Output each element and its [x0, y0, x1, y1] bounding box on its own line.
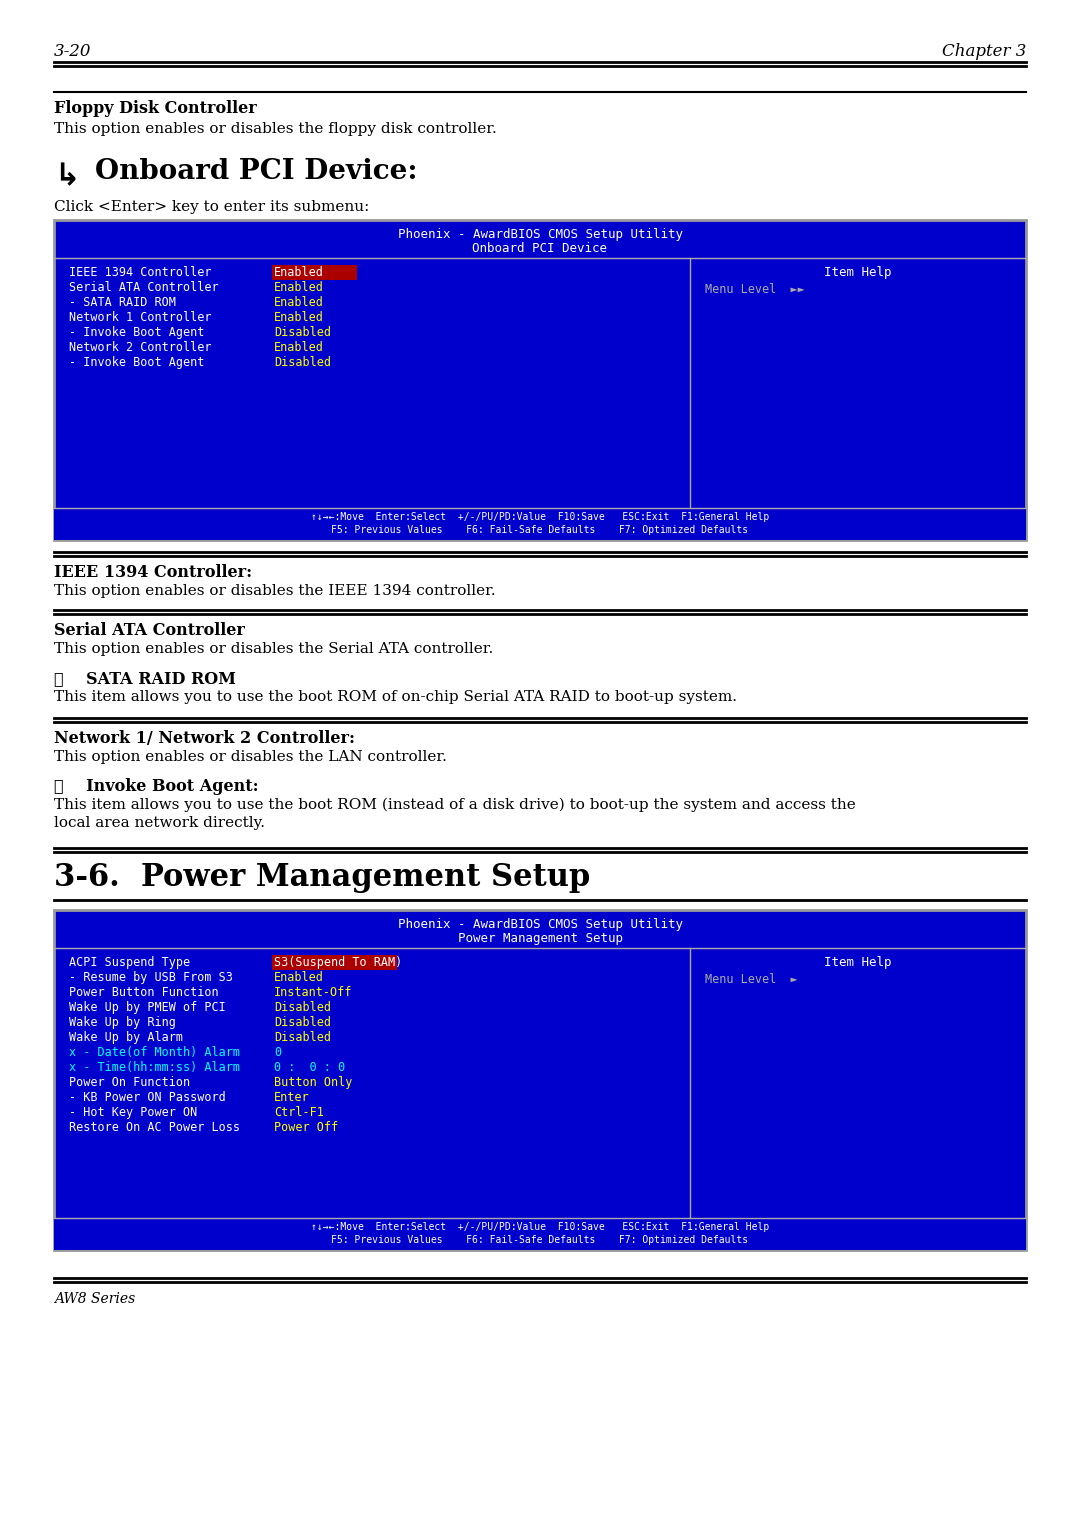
Text: This option enables or disables the floppy disk controller.: This option enables or disables the flop… [54, 122, 497, 136]
Text: ✱    SATA RAID ROM: ✱ SATA RAID ROM [54, 670, 235, 687]
Text: - SATA RAID ROM: - SATA RAID ROM [69, 297, 176, 309]
Text: Disabled: Disabled [274, 356, 330, 368]
FancyBboxPatch shape [54, 220, 1026, 540]
Text: ACPI Suspend Type: ACPI Suspend Type [69, 956, 190, 969]
Text: Onboard PCI Device:: Onboard PCI Device: [95, 157, 418, 185]
Text: ↑↓→←:Move  Enter:Select  +/-/PU/PD:Value  F10:Save   ESC:Exit  F1:General Help: ↑↓→←:Move Enter:Select +/-/PU/PD:Value F… [311, 512, 769, 521]
Text: ✱    Invoke Boot Agent:: ✱ Invoke Boot Agent: [54, 778, 258, 795]
Text: F5: Previous Values    F6: Fail-Safe Defaults    F7: Optimized Defaults: F5: Previous Values F6: Fail-Safe Defaul… [332, 524, 748, 535]
Text: Enabled: Enabled [274, 281, 324, 294]
Text: Disabled: Disabled [274, 1001, 330, 1014]
Text: 3-20: 3-20 [54, 43, 92, 60]
Text: Phoenix - AwardBIOS CMOS Setup Utility: Phoenix - AwardBIOS CMOS Setup Utility [397, 917, 683, 931]
Text: Power Button Function: Power Button Function [69, 986, 218, 998]
Text: ↳: ↳ [54, 162, 80, 191]
Text: Wake Up by Alarm: Wake Up by Alarm [69, 1031, 183, 1044]
Text: Power On Function: Power On Function [69, 1076, 190, 1089]
Text: Phoenix - AwardBIOS CMOS Setup Utility: Phoenix - AwardBIOS CMOS Setup Utility [397, 228, 683, 242]
Text: This option enables or disables the LAN controller.: This option enables or disables the LAN … [54, 751, 447, 764]
Text: Serial ATA Controller: Serial ATA Controller [69, 281, 218, 294]
Text: Onboard PCI Device: Onboard PCI Device [473, 242, 607, 255]
FancyBboxPatch shape [272, 956, 397, 969]
Text: ↑↓→←:Move  Enter:Select  +/-/PU/PD:Value  F10:Save   ESC:Exit  F1:General Help: ↑↓→←:Move Enter:Select +/-/PU/PD:Value F… [311, 1222, 769, 1232]
Text: Enabled: Enabled [274, 341, 324, 355]
Text: Enter: Enter [274, 1092, 310, 1104]
Text: - Invoke Boot Agent: - Invoke Boot Agent [69, 356, 204, 368]
Text: Menu Level  ►: Menu Level ► [705, 972, 798, 986]
Text: Network 1/ Network 2 Controller:: Network 1/ Network 2 Controller: [54, 729, 355, 748]
Text: Wake Up by PMEW of PCI: Wake Up by PMEW of PCI [69, 1001, 226, 1014]
Text: F5: Previous Values    F6: Fail-Safe Defaults    F7: Optimized Defaults: F5: Previous Values F6: Fail-Safe Defaul… [332, 1235, 748, 1245]
Text: Click <Enter> key to enter its submenu:: Click <Enter> key to enter its submenu: [54, 200, 369, 214]
Text: Enabled: Enabled [274, 266, 324, 278]
Text: Disabled: Disabled [274, 326, 330, 339]
Text: Enabled: Enabled [274, 310, 324, 324]
Text: 3-6.  Power Management Setup: 3-6. Power Management Setup [54, 862, 591, 893]
Text: This item allows you to use the boot ROM (instead of a disk drive) to boot-up th: This item allows you to use the boot ROM… [54, 798, 855, 812]
Text: Menu Level  ►►: Menu Level ►► [705, 283, 805, 297]
FancyBboxPatch shape [54, 910, 1026, 1251]
Text: Item Help: Item Help [824, 956, 892, 969]
Text: This option enables or disables the IEEE 1394 controller.: This option enables or disables the IEEE… [54, 584, 496, 598]
Text: Button Only: Button Only [274, 1076, 352, 1089]
Text: Chapter 3: Chapter 3 [942, 43, 1026, 60]
Text: Serial ATA Controller: Serial ATA Controller [54, 622, 245, 639]
Text: - Resume by USB From S3: - Resume by USB From S3 [69, 971, 233, 985]
Text: IEEE 1394 Controller: IEEE 1394 Controller [69, 266, 212, 278]
Text: Enabled: Enabled [274, 971, 324, 985]
Text: Ctrl-F1: Ctrl-F1 [274, 1105, 324, 1119]
FancyBboxPatch shape [54, 508, 1026, 540]
Text: Disabled: Disabled [274, 1031, 330, 1044]
Text: IEEE 1394 Controller:: IEEE 1394 Controller: [54, 564, 252, 581]
Text: Power Off: Power Off [274, 1121, 338, 1135]
Text: Network 1 Controller: Network 1 Controller [69, 310, 212, 324]
Text: Floppy Disk Controller: Floppy Disk Controller [54, 99, 257, 118]
Text: local area network directly.: local area network directly. [54, 816, 265, 830]
Text: S3(Suspend To RAM): S3(Suspend To RAM) [274, 956, 402, 969]
Text: Restore On AC Power Loss: Restore On AC Power Loss [69, 1121, 240, 1135]
Text: Instant-Off: Instant-Off [274, 986, 352, 998]
Text: This option enables or disables the Serial ATA controller.: This option enables or disables the Seri… [54, 642, 494, 656]
Text: Wake Up by Ring: Wake Up by Ring [69, 1015, 176, 1029]
Text: Network 2 Controller: Network 2 Controller [69, 341, 212, 355]
Text: 0: 0 [274, 1046, 281, 1060]
Text: x - Time(hh:mm:ss) Alarm: x - Time(hh:mm:ss) Alarm [69, 1061, 240, 1073]
Text: Power Management Setup: Power Management Setup [458, 933, 622, 945]
Text: Enabled: Enabled [274, 297, 324, 309]
Text: Disabled: Disabled [274, 1015, 330, 1029]
Text: AW8 Series: AW8 Series [54, 1292, 135, 1306]
Text: Item Help: Item Help [824, 266, 892, 278]
Text: - Hot Key Power ON: - Hot Key Power ON [69, 1105, 198, 1119]
Text: 0 :  0 : 0: 0 : 0 : 0 [274, 1061, 346, 1073]
FancyBboxPatch shape [54, 1219, 1026, 1251]
Text: - KB Power ON Password: - KB Power ON Password [69, 1092, 226, 1104]
FancyBboxPatch shape [272, 265, 357, 280]
Text: This item allows you to use the boot ROM of on-chip Serial ATA RAID to boot-up s: This item allows you to use the boot ROM… [54, 690, 737, 703]
Text: - Invoke Boot Agent: - Invoke Boot Agent [69, 326, 204, 339]
Text: x - Date(of Month) Alarm: x - Date(of Month) Alarm [69, 1046, 240, 1060]
